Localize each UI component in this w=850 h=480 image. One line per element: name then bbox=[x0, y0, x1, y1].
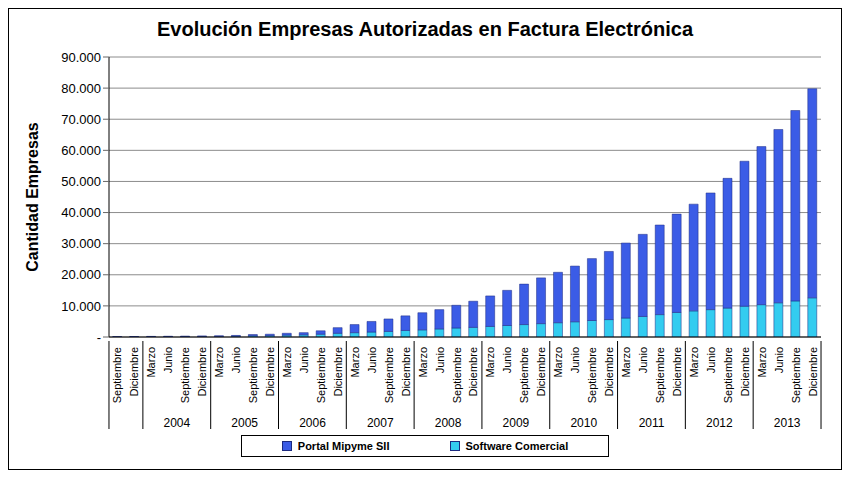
svg-text:Diciembre: Diciembre bbox=[264, 347, 276, 397]
svg-text:Junio: Junio bbox=[162, 347, 174, 373]
svg-text:80.000: 80.000 bbox=[61, 81, 101, 96]
svg-text:Septiembre: Septiembre bbox=[518, 347, 530, 403]
svg-text:Junio: Junio bbox=[705, 347, 717, 373]
svg-text:2009: 2009 bbox=[503, 416, 530, 429]
svg-text:Septiembre: Septiembre bbox=[315, 347, 327, 403]
svg-text:Diciembre: Diciembre bbox=[332, 347, 344, 397]
svg-text:-: - bbox=[97, 330, 101, 345]
svg-text:Septiembre: Septiembre bbox=[722, 347, 734, 403]
svg-text:Septiembre: Septiembre bbox=[790, 347, 802, 403]
svg-text:Septiembre: Septiembre bbox=[247, 347, 259, 403]
svg-text:50.000: 50.000 bbox=[61, 174, 101, 189]
svg-text:70.000: 70.000 bbox=[61, 112, 101, 127]
svg-text:40.000: 40.000 bbox=[61, 205, 101, 220]
html-text:Portal Mipyme SII: Portal Mipyme SII bbox=[297, 440, 390, 452]
svg-text:Junio: Junio bbox=[569, 347, 581, 373]
svg-text:Marzo: Marzo bbox=[213, 347, 225, 378]
svg-text:Marzo: Marzo bbox=[417, 347, 429, 378]
svg-text:Diciembre: Diciembre bbox=[603, 347, 615, 397]
svg-text:Marzo: Marzo bbox=[756, 347, 768, 378]
svg-text:2005: 2005 bbox=[231, 416, 258, 429]
svg-text:2004: 2004 bbox=[164, 416, 191, 429]
svg-text:Junio: Junio bbox=[230, 347, 242, 373]
svg-text:Diciembre: Diciembre bbox=[739, 347, 751, 397]
svg-text:Septiembre: Septiembre bbox=[383, 347, 395, 403]
svg-text:Septiembre: Septiembre bbox=[654, 347, 666, 403]
svg-text:Diciembre: Diciembre bbox=[467, 347, 479, 397]
svg-text:2011: 2011 bbox=[639, 416, 665, 429]
svg-text:Junio: Junio bbox=[637, 347, 649, 373]
svg-text:Septiembre: Septiembre bbox=[586, 347, 598, 403]
svg-text:Diciembre: Diciembre bbox=[400, 347, 412, 397]
svg-text:Junio: Junio bbox=[298, 347, 310, 373]
svg-text:2007: 2007 bbox=[367, 416, 394, 429]
svg-text:10.000: 10.000 bbox=[61, 299, 101, 314]
svg-text:Marzo: Marzo bbox=[281, 347, 293, 378]
svg-text:Diciembre: Diciembre bbox=[535, 347, 547, 397]
svg-text:Marzo: Marzo bbox=[620, 347, 632, 378]
svg-text:30.000: 30.000 bbox=[61, 236, 101, 251]
svg-text:Diciembre: Diciembre bbox=[807, 347, 819, 397]
svg-text:2008: 2008 bbox=[435, 416, 462, 429]
svg-text:2010: 2010 bbox=[570, 416, 597, 429]
svg-text:2013: 2013 bbox=[774, 416, 801, 429]
svg-text:20.000: 20.000 bbox=[61, 267, 101, 282]
svg-text:Marzo: Marzo bbox=[484, 347, 496, 378]
svg-text:2006: 2006 bbox=[299, 416, 326, 429]
svg-text:Marzo: Marzo bbox=[145, 347, 157, 378]
svg-text:90.000: 90.000 bbox=[61, 50, 101, 65]
svg-text:Diciembre: Diciembre bbox=[671, 347, 683, 397]
svg-text:Junio: Junio bbox=[773, 347, 785, 373]
svg-text:Septiembre: Septiembre bbox=[179, 347, 191, 403]
svg-text:Marzo: Marzo bbox=[688, 347, 700, 378]
svg-text:Cantidad Empresas: Cantidad Empresas bbox=[24, 122, 41, 271]
svg-text:Septiembre: Septiembre bbox=[111, 347, 123, 403]
svg-text:Septiembre: Septiembre bbox=[451, 347, 463, 403]
html-text:Software Comercial: Software Comercial bbox=[465, 440, 569, 452]
svg-text:2012: 2012 bbox=[706, 416, 733, 429]
svg-text:Junio: Junio bbox=[366, 347, 378, 373]
svg-text:Diciembre: Diciembre bbox=[128, 347, 140, 397]
svg-text:Marzo: Marzo bbox=[552, 347, 564, 378]
svg-text:Marzo: Marzo bbox=[349, 347, 361, 378]
svg-text:Junio: Junio bbox=[501, 347, 513, 373]
svg-text:60.000: 60.000 bbox=[61, 143, 101, 158]
svg-text:Diciembre: Diciembre bbox=[196, 347, 208, 397]
svg-text:Junio: Junio bbox=[434, 347, 446, 373]
html-text:Evolución Empresas Autorizadas: Evolución Empresas Autorizadas en Factur… bbox=[157, 18, 693, 40]
